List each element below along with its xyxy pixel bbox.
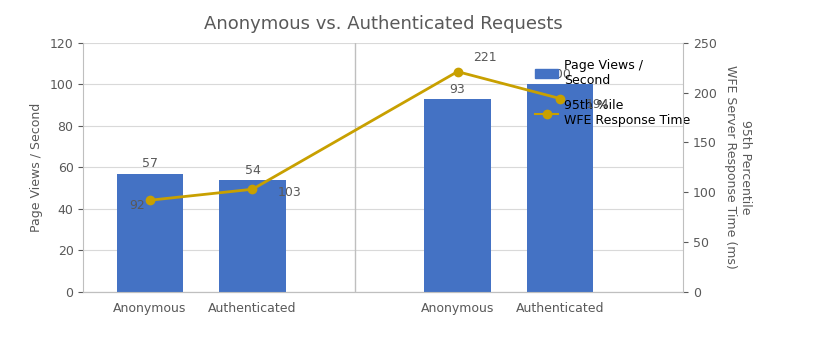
- Text: 54: 54: [245, 164, 261, 177]
- Bar: [219, 180, 286, 292]
- Bar: [117, 173, 183, 292]
- Text: 93: 93: [450, 83, 466, 96]
- Text: 221: 221: [473, 51, 496, 64]
- Legend: Page Views /
Second, 95th %ile
WFE Response Time: Page Views / Second, 95th %ile WFE Respo…: [531, 54, 696, 132]
- Y-axis label: Page Views / Second: Page Views / Second: [30, 103, 42, 232]
- Y-axis label: 95th Percentile
WFE Server Response Time (ms): 95th Percentile WFE Server Response Time…: [724, 66, 751, 269]
- Bar: [526, 84, 593, 292]
- Text: 103: 103: [278, 186, 302, 199]
- Title: Anonymous vs. Authenticated Requests: Anonymous vs. Authenticated Requests: [204, 15, 562, 33]
- Text: 100: 100: [548, 68, 572, 81]
- Text: 92: 92: [129, 199, 145, 212]
- Text: 57: 57: [142, 157, 158, 171]
- Text: 194: 194: [586, 98, 609, 110]
- Bar: [424, 99, 491, 292]
